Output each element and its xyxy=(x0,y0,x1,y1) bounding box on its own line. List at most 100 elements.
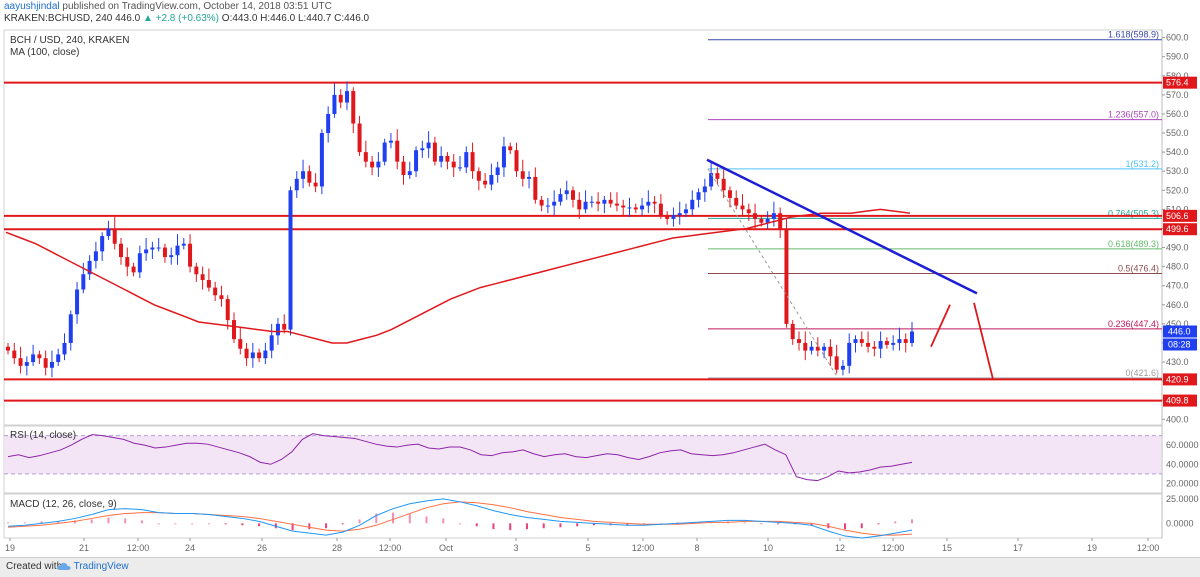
candle-body xyxy=(213,287,218,296)
publisher-username[interactable]: aayushjindal xyxy=(4,1,60,12)
candle xyxy=(558,188,563,206)
time-tick-label: Oct xyxy=(439,543,454,553)
fib-label: 0.764(505.3) xyxy=(1108,208,1159,218)
candle xyxy=(489,163,494,191)
macd-histogram-bar xyxy=(308,523,311,530)
candle-body xyxy=(6,346,10,351)
support-resistance-level: 409.8 xyxy=(4,394,1197,407)
candle-body xyxy=(131,266,136,273)
candle-body xyxy=(338,94,343,103)
chart-canvas[interactable]: 400.0410.0420.0430.0440.0450.0460.0470.0… xyxy=(0,0,1200,557)
price-tick-label: 400.0 xyxy=(1166,414,1189,424)
price-tick-label: 580.0 xyxy=(1166,71,1189,81)
price-tick-label: 590.0 xyxy=(1166,52,1189,62)
candle xyxy=(527,171,532,189)
candle xyxy=(859,331,864,347)
quote-symbol: KRAKEN:BCHUSD, 240 446.0 xyxy=(4,13,143,24)
candle-body xyxy=(552,201,557,206)
tradingview-logo[interactable]: TradingView xyxy=(57,561,129,572)
candle xyxy=(169,247,174,265)
candle-body xyxy=(596,201,601,204)
candle-body xyxy=(589,201,594,203)
fib-label: 1(531.2) xyxy=(1125,159,1159,169)
candle xyxy=(414,146,419,177)
candle-body xyxy=(709,173,714,187)
candle xyxy=(326,106,331,143)
candle xyxy=(200,266,205,290)
candle-body xyxy=(778,213,783,229)
countdown-label: 08:28 xyxy=(1168,339,1191,349)
quote-change: ▲ +2.8 (+0.63%) xyxy=(142,13,220,24)
candle xyxy=(501,136,506,177)
candle xyxy=(539,196,544,212)
candle xyxy=(150,241,155,259)
macd-histogram-bar xyxy=(124,518,127,524)
time-tick-label: 12:00 xyxy=(882,543,905,553)
candle xyxy=(250,342,255,368)
level-price-label: 420.9 xyxy=(1166,374,1189,384)
projection-down-arrow xyxy=(973,302,994,380)
time-tick-label: 12:00 xyxy=(632,543,655,553)
candle-body xyxy=(439,155,444,162)
candle-body xyxy=(357,123,362,153)
last-price-tag xyxy=(1163,325,1197,338)
candle xyxy=(357,115,362,156)
candle-body xyxy=(489,175,494,185)
candle xyxy=(351,87,356,134)
candle-body xyxy=(43,358,48,368)
candle-body xyxy=(238,339,243,349)
candle xyxy=(294,171,299,198)
candle xyxy=(445,152,450,170)
candle xyxy=(338,89,343,109)
time-tick-label: 17 xyxy=(1013,543,1023,553)
candle-body xyxy=(445,155,450,162)
candle xyxy=(232,312,236,343)
candle-body xyxy=(345,91,349,103)
candle xyxy=(684,203,688,218)
candle xyxy=(753,203,758,229)
macd-tick-label: 25.0000 xyxy=(1166,494,1199,504)
candle xyxy=(238,327,243,355)
candle-body xyxy=(910,331,914,343)
candle-body xyxy=(175,245,180,256)
candle-body xyxy=(872,346,877,349)
candle-body xyxy=(564,190,569,195)
candle xyxy=(740,194,745,216)
candle xyxy=(18,346,23,374)
candle-body xyxy=(263,350,268,359)
candle xyxy=(181,237,186,250)
candle-body xyxy=(144,249,149,254)
candle-body xyxy=(884,341,889,345)
candle-body xyxy=(106,228,111,237)
level-price-tag xyxy=(1163,373,1197,386)
candle-body xyxy=(633,207,638,210)
candle xyxy=(690,190,695,216)
macd-histogram-bar xyxy=(559,523,562,528)
macd-indicator-label: MACD (12, 26, close, 9) xyxy=(10,499,117,510)
candle-body xyxy=(125,257,130,267)
candle xyxy=(137,245,142,279)
macd-histogram-bar xyxy=(90,519,93,524)
support-resistance-level: 576.4 xyxy=(4,76,1197,89)
candle-body xyxy=(388,140,393,143)
candle-body xyxy=(891,342,896,345)
candle xyxy=(420,140,425,158)
candle xyxy=(106,220,111,240)
candle xyxy=(68,310,73,351)
candle-body xyxy=(382,142,387,162)
candle xyxy=(596,192,601,212)
macd-signal-line xyxy=(7,501,913,536)
macd-histogram-bar xyxy=(341,523,344,525)
time-tick-label: 15 xyxy=(942,543,952,553)
candle-body xyxy=(464,152,469,168)
candle xyxy=(313,173,318,193)
candle-body xyxy=(56,354,61,363)
candle-body xyxy=(571,190,575,200)
candle-body xyxy=(533,176,538,200)
macd-histogram-bar xyxy=(107,517,110,524)
candle xyxy=(621,199,626,216)
macd-histogram-bar xyxy=(425,516,428,524)
level-price-tag xyxy=(1163,394,1197,407)
candle xyxy=(778,207,783,238)
candle xyxy=(721,169,726,198)
